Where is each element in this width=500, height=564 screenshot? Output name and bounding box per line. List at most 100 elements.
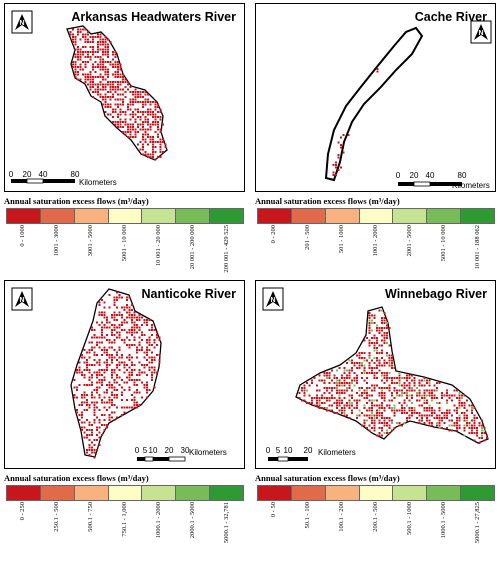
- north-arrow-icon: N: [11, 10, 33, 34]
- legend-swatch: [427, 486, 462, 500]
- map-frame: Cache River N 0 20 40 80 Kilometers: [255, 3, 496, 192]
- scale-bar: 0 5 10 20 30 Kilometers: [135, 446, 227, 462]
- svg-text:N: N: [19, 297, 24, 304]
- legend-class-label: 201 - 500: [304, 225, 311, 250]
- legend-labels: 0 - 250 250.1 - 500 500.1 - 750 750.1 - 1,0…: [6, 502, 244, 543]
- legend-swatch: [210, 209, 244, 223]
- map-title: Nanticoke River: [141, 287, 236, 301]
- legend-class-label: 3001 - 5000: [87, 225, 94, 257]
- north-arrow-icon: N: [262, 287, 284, 311]
- scale-bar: 0 5 10 20 Kilometers: [266, 446, 356, 462]
- legend-class-label: 1001 - 3000: [53, 225, 60, 257]
- legend-swatch: [393, 209, 428, 223]
- svg-text:N: N: [19, 20, 24, 27]
- legend-swatches: [6, 208, 244, 224]
- legend-swatch: [461, 209, 495, 223]
- scale-unit: Kilometers: [318, 448, 356, 457]
- legend-class-label: 1000.1 - 5000: [440, 502, 447, 539]
- legend-swatch: [359, 486, 394, 500]
- legend-swatch: [108, 486, 143, 500]
- saturation-raster: [298, 309, 488, 444]
- legend-class-label: 100.1 - 200: [338, 502, 345, 532]
- scale-tick: 5: [276, 446, 281, 455]
- legend-class-label: 1000.1 - 2000: [155, 502, 162, 539]
- legend-title: Annual saturation excess flows (m³/day): [4, 473, 149, 483]
- map-title: Winnebago River: [385, 287, 487, 301]
- basin-map: [324, 26, 424, 182]
- svg-text:N: N: [478, 30, 483, 37]
- saturation-raster: [69, 28, 167, 161]
- basin-outline: [324, 26, 424, 182]
- scale-tick: 10: [149, 446, 158, 455]
- legend-class-label: 1001 - 2000: [372, 225, 379, 257]
- north-arrow-icon: N: [11, 287, 33, 311]
- legend-class-label: 500.1 - 1000: [406, 502, 413, 536]
- scale-tick: 20: [304, 446, 313, 455]
- map-title: Arkansas Headwaters River: [71, 10, 236, 24]
- legend-swatch: [291, 486, 326, 500]
- scale-tick: 40: [39, 170, 48, 179]
- map-frame: Nanticoke River N 0 5 10 20 30 Kilometer…: [4, 280, 245, 469]
- legend-class-label: 0 - 200: [270, 225, 277, 244]
- legend-class-label: 50.1 - 100: [304, 502, 311, 529]
- saturation-raster: [73, 291, 161, 459]
- scale-unit: Kilometers: [452, 181, 490, 190]
- legend-swatch: [359, 209, 394, 223]
- legend-swatch: [142, 486, 177, 500]
- legend-class-label: 0 - 1000: [19, 225, 26, 247]
- scale-tick: 80: [458, 171, 467, 180]
- scale-tick: 20: [165, 446, 174, 455]
- legend-labels: 0 - 1000 1001 - 3000 3001 - 5000 5001 - 10 …: [6, 225, 244, 273]
- legend-class-label: 10 001 - 188 062: [474, 225, 481, 270]
- legend-class-label: 0 - 250: [19, 502, 26, 521]
- legend-swatch: [108, 209, 143, 223]
- legend-class-label: 750.1 - 1,000: [121, 502, 128, 537]
- legend-class-label: 5001 - 10 000: [440, 225, 447, 262]
- legend-class-label: 5001 - 10 000: [121, 225, 128, 262]
- legend-swatch: [427, 209, 462, 223]
- legend-swatch: [74, 209, 109, 223]
- legend-class-label: 2001 - 5000: [406, 225, 413, 257]
- legend-labels: 0 - 50 50.1 - 100 100.1 - 200 200.1 - 500 50…: [257, 502, 495, 543]
- legend-class-label: 500.1 - 750: [87, 502, 94, 532]
- saturation-raster: [376, 68, 379, 73]
- scale-unit: Kilometers: [189, 448, 227, 457]
- map-title: Cache River: [414, 10, 487, 24]
- legend-swatch: [210, 486, 244, 500]
- basin-map: [295, 306, 489, 444]
- legend-title: Annual saturation excess flows (m³/day): [255, 196, 400, 206]
- scale-tick: 5: [143, 446, 148, 455]
- legend-swatch: [176, 209, 211, 223]
- scale-tick: 40: [426, 171, 435, 180]
- legend-swatches: [257, 485, 495, 501]
- legend-swatch: [258, 209, 292, 223]
- scale-tick: 0: [135, 446, 140, 455]
- legend-swatch: [258, 486, 292, 500]
- scale-tick: 10: [284, 446, 293, 455]
- legend-class-label: 5000.1 - 32,781: [223, 502, 230, 544]
- scale-bar: 0 20 40 80 Kilometers: [9, 170, 117, 187]
- scale-tick: 20: [23, 170, 32, 179]
- svg-text:N: N: [270, 297, 275, 304]
- basin-map: [66, 25, 168, 161]
- scale-tick: 20: [410, 171, 419, 180]
- legend-swatch: [393, 486, 428, 500]
- scale-tick: 0: [266, 446, 271, 455]
- legend-swatches: [257, 208, 495, 224]
- scale-tick: 0: [9, 170, 14, 179]
- legend-swatches: [6, 485, 244, 501]
- legend-swatch: [7, 486, 41, 500]
- legend-class-label: 10 001 - 20 000: [155, 225, 162, 267]
- legend-swatch: [176, 486, 211, 500]
- legend-class-label: 501 - 1000: [338, 225, 345, 254]
- legend-class-label: 20 001 - 200 000: [189, 225, 196, 270]
- legend-labels: 0 - 200 201 - 500 501 - 1000 1001 - 2000 200…: [257, 225, 495, 269]
- legend-title: Annual saturation excess flows (m³/day): [255, 473, 400, 483]
- legend-swatch: [40, 486, 75, 500]
- legend-class-label: 250.1 - 500: [53, 502, 60, 532]
- legend-swatch: [291, 209, 326, 223]
- legend-class-label: 2000.1 - 5000: [189, 502, 196, 539]
- legend-swatch: [325, 486, 360, 500]
- legend-swatch: [461, 486, 495, 500]
- scale-tick: 80: [71, 170, 80, 179]
